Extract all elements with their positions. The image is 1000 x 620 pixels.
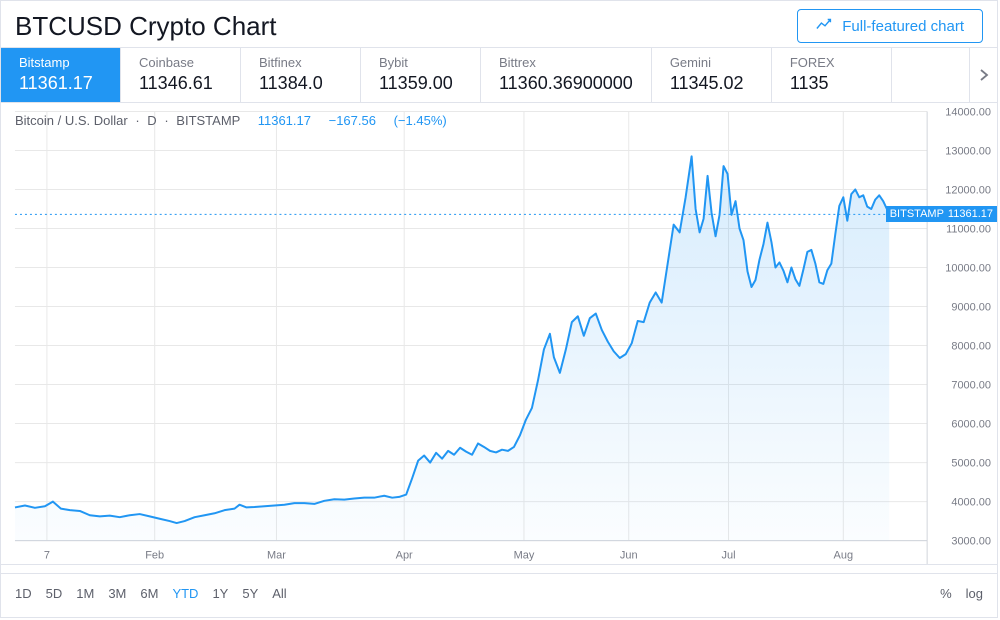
exchange-tab-price: 11346.61 xyxy=(139,72,222,95)
exchange-tab-price: 11360.36900000 xyxy=(499,72,633,95)
legend-exchange: BITSTAMP xyxy=(176,113,240,128)
svg-text:9000.00: 9000.00 xyxy=(951,302,991,314)
svg-text:7000.00: 7000.00 xyxy=(951,380,991,392)
time-range-selector: 1D 5D 1M 3M 6M YTD 1Y 5Y All xyxy=(15,586,287,601)
exchange-tab-name: Coinbase xyxy=(139,55,222,72)
range-option[interactable]: 6M xyxy=(140,586,158,601)
exchange-tab[interactable]: Coinbase11346.61 xyxy=(121,48,241,102)
svg-text:11000.00: 11000.00 xyxy=(946,223,991,235)
badge-price: 11361.17 xyxy=(948,208,993,220)
full-featured-chart-button[interactable]: Full-featured chart xyxy=(797,9,983,43)
chart-area[interactable]: Bitcoin / U.S. Dollar · D · BITSTAMP 113… xyxy=(1,103,997,573)
full-chart-label: Full-featured chart xyxy=(842,18,964,35)
svg-text:Apr: Apr xyxy=(396,550,413,562)
exchange-tab[interactable]: Bybit11359.00 xyxy=(361,48,481,102)
price-chart: 3000.00 4000.00 5000.00 6000.00 7000.00 8000.… xyxy=(1,103,997,573)
current-price-badge: BITSTAMP 11361.17 xyxy=(886,206,997,222)
exchange-tab-price: 11384.0 xyxy=(259,72,342,95)
exchange-tab[interactable]: FOREX1135 xyxy=(772,48,892,102)
legend-pair: Bitcoin / U.S. Dollar xyxy=(15,113,128,128)
svg-text:May: May xyxy=(514,550,535,562)
legend-change-abs: −167.56 xyxy=(329,113,376,128)
exchange-tab-name: Bitstamp xyxy=(19,55,102,72)
exchange-tab[interactable]: Bittrex11360.36900000 xyxy=(481,48,652,102)
svg-text:Jun: Jun xyxy=(620,550,638,562)
range-option[interactable]: 1D xyxy=(15,586,32,601)
svg-text:13000.00: 13000.00 xyxy=(945,145,991,157)
svg-text:8000.00: 8000.00 xyxy=(951,341,991,353)
exchange-tab-name: Bybit xyxy=(379,55,462,72)
legend-last: 11361.17 xyxy=(258,113,311,128)
scale-options: % log xyxy=(940,586,983,601)
exchange-tab[interactable]: Bitstamp11361.17 xyxy=(1,48,121,102)
svg-text:6000.00: 6000.00 xyxy=(951,419,991,431)
chart-legend: Bitcoin / U.S. Dollar · D · BITSTAMP 113… xyxy=(15,113,447,128)
page-title: BTCUSD Crypto Chart xyxy=(15,11,277,42)
scale-option[interactable]: log xyxy=(966,586,983,601)
legend-interval: D xyxy=(147,113,156,128)
svg-text:Mar: Mar xyxy=(267,550,286,562)
exchange-tab-name: Bitfinex xyxy=(259,55,342,72)
exchange-tab-price: 11361.17 xyxy=(19,72,102,95)
svg-text:10000.00: 10000.00 xyxy=(945,262,991,274)
svg-text:12000.00: 12000.00 xyxy=(945,184,991,196)
range-option[interactable]: All xyxy=(272,586,286,601)
svg-text:7: 7 xyxy=(44,550,50,562)
svg-text:Jul: Jul xyxy=(722,550,736,562)
range-option[interactable]: 1M xyxy=(76,586,94,601)
svg-text:3000.00: 3000.00 xyxy=(951,536,991,548)
exchange-tab[interactable]: Bitfinex11384.0 xyxy=(241,48,361,102)
scale-option[interactable]: % xyxy=(940,586,952,601)
exchange-tab-price: 11359.00 xyxy=(379,72,462,95)
range-option[interactable]: 3M xyxy=(108,586,126,601)
exchange-tabs: Bitstamp11361.17Coinbase11346.61Bitfinex… xyxy=(1,47,997,103)
exchange-tab[interactable]: Gemini11345.02 xyxy=(652,48,772,102)
chart-line-icon xyxy=(816,17,834,35)
header: BTCUSD Crypto Chart Full-featured chart xyxy=(1,1,997,47)
tabs-next-button[interactable] xyxy=(969,48,997,102)
chart-widget: BTCUSD Crypto Chart Full-featured chart … xyxy=(0,0,998,618)
range-option[interactable]: 5D xyxy=(46,586,63,601)
exchange-tab-price: 1135 xyxy=(790,72,873,95)
range-option[interactable]: YTD xyxy=(172,586,198,601)
range-option[interactable]: 5Y xyxy=(242,586,258,601)
exchange-tab-name: Bittrex xyxy=(499,55,633,72)
exchange-tab-price: 11345.02 xyxy=(670,72,753,95)
svg-text:5000.00: 5000.00 xyxy=(951,458,991,470)
svg-text:4000.00: 4000.00 xyxy=(951,497,991,509)
bottom-bar: 1D 5D 1M 3M 6M YTD 1Y 5Y All % log xyxy=(1,573,997,613)
legend-change-pct: (−1.45%) xyxy=(394,113,447,128)
chevron-right-icon xyxy=(979,68,989,82)
exchange-tab-name: Gemini xyxy=(670,55,753,72)
svg-text:14000.00: 14000.00 xyxy=(945,106,991,118)
exchange-tab-name: FOREX xyxy=(790,55,873,72)
range-option[interactable]: 1Y xyxy=(212,586,228,601)
svg-text:Feb: Feb xyxy=(145,550,164,562)
svg-text:Aug: Aug xyxy=(834,550,854,562)
badge-exchange: BITSTAMP xyxy=(890,208,944,220)
